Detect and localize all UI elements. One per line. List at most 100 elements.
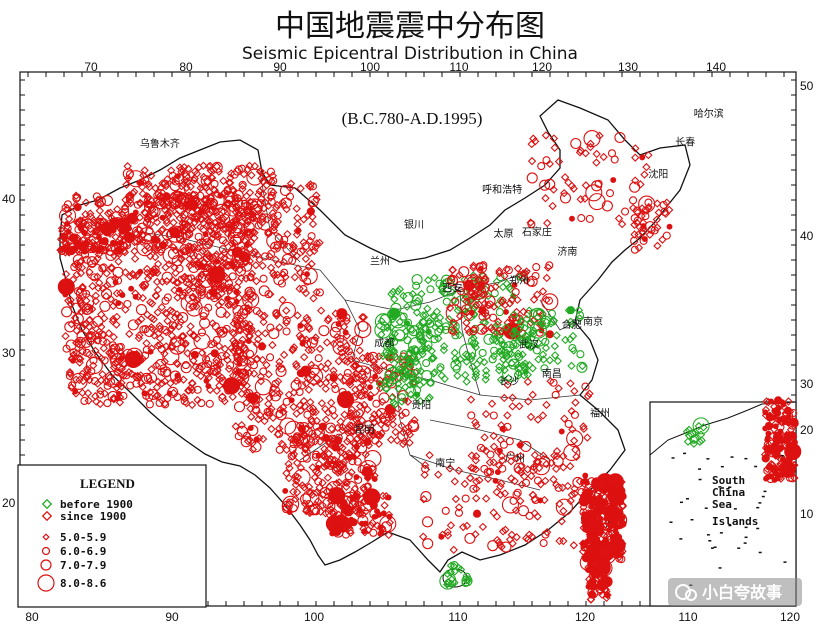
- epicenter-marker: [184, 242, 193, 251]
- epicenter-marker: [472, 360, 482, 369]
- epicenter-marker: [215, 375, 224, 384]
- city-label: 郑州: [509, 274, 529, 287]
- epicenter-marker: [72, 270, 82, 279]
- epicenter-marker: [583, 433, 592, 442]
- epicenter-marker: [234, 277, 243, 287]
- epicenter-marker: [95, 278, 104, 288]
- epicenter-marker: [230, 263, 237, 270]
- inset-label-line: Islands: [712, 515, 758, 528]
- city-label: 济南: [557, 245, 577, 258]
- epicenter-marker: [72, 348, 81, 358]
- epicenter-marker: [523, 377, 533, 386]
- epicenter-marker: [157, 245, 166, 254]
- epicenter-marker: [566, 496, 575, 506]
- epicenter-marker: [191, 362, 200, 372]
- epicenter-marker: [207, 262, 216, 271]
- epicenter-marker: [151, 252, 160, 262]
- epicenter-marker: [582, 472, 589, 479]
- epicenter-marker: [507, 358, 520, 370]
- city-label: 成都: [374, 337, 394, 349]
- island-mark: [730, 456, 734, 458]
- epicenter-marker: [367, 384, 373, 391]
- epicenter-marker: [585, 184, 603, 202]
- epicenter-marker: [292, 230, 302, 239]
- epicenter-marker: [545, 356, 555, 365]
- epicenter-marker: [421, 516, 434, 528]
- epicenter-marker: [570, 410, 579, 419]
- epicenter-marker: [152, 361, 161, 370]
- epicenter-marker: [229, 329, 239, 339]
- epicenter-marker: [228, 392, 237, 402]
- epicenter-marker: [307, 259, 316, 269]
- epicenter-marker: [292, 362, 301, 371]
- epicenter-marker: [95, 206, 105, 215]
- epicenter-marker: [66, 299, 76, 309]
- epicenter-marker: [302, 454, 311, 463]
- epicenter-marker: [211, 367, 220, 377]
- epicenter-marker: [321, 404, 330, 414]
- epicenter-marker: [186, 383, 195, 393]
- epicenter-marker: [109, 393, 118, 403]
- epicenter-marker: [423, 304, 432, 313]
- epicenter-marker: [81, 198, 91, 207]
- map-title-english: Seismic Epicentral Distribution in China: [242, 44, 578, 64]
- epicenter-marker: [130, 254, 140, 263]
- epicenter-marker: [348, 506, 354, 513]
- inset-bottom-tick-label: 120: [780, 610, 800, 624]
- epicenter-marker: [73, 287, 83, 296]
- epicenter-marker: [593, 536, 600, 542]
- epicenter-marker: [179, 331, 188, 341]
- epicenter-marker: [84, 396, 93, 405]
- epicenter-marker: [85, 350, 94, 359]
- epicenter-marker: [203, 177, 212, 186]
- island-mark: [719, 532, 723, 534]
- map-frame: [19, 71, 797, 607]
- epicenter-marker: [127, 319, 139, 331]
- epicenter-marker: [173, 293, 182, 302]
- epicenter-marker: [83, 304, 92, 314]
- city-label: 昆明: [354, 424, 374, 436]
- epicenter-marker: [101, 194, 114, 207]
- island-mark: [763, 490, 767, 493]
- island-mark: [754, 465, 758, 468]
- epicenter-marker: [138, 293, 147, 303]
- island-mark: [756, 506, 760, 509]
- epicenter-marker: [139, 325, 148, 334]
- epicenter-marker: [301, 254, 311, 264]
- epicenter-marker: [108, 317, 118, 326]
- epicenter-marker: [197, 261, 206, 270]
- epicenter-marker: [87, 304, 97, 314]
- epicenter-marker: [237, 232, 246, 241]
- epicenter-marker: [466, 395, 476, 404]
- epicenter-marker: [193, 395, 202, 405]
- epicenter-marker: [185, 261, 194, 270]
- epicenter-marker: [184, 285, 193, 295]
- epicenter-marker: [254, 378, 272, 396]
- epicenter-marker: [177, 332, 187, 341]
- epicenter-marker: [218, 392, 227, 401]
- epicenter-marker: [245, 188, 255, 197]
- epicenter-marker: [215, 381, 224, 390]
- island-mark: [737, 547, 741, 549]
- epicenter-marker: [89, 356, 98, 365]
- epicenter-marker: [91, 346, 100, 355]
- bottom-tick-label: 110: [448, 610, 467, 624]
- top-tick-label: 80: [179, 60, 193, 74]
- epicenter-marker: [75, 375, 84, 385]
- epicenter-marker: [212, 250, 221, 259]
- epicenter-marker: [234, 265, 247, 277]
- epicenter-marker: [147, 299, 157, 308]
- epicenter-marker: [72, 388, 79, 395]
- epicenter-marker: [78, 347, 87, 356]
- epicenter-marker: [210, 294, 219, 303]
- island-mark: [706, 458, 710, 460]
- epicenter-marker: [585, 515, 594, 524]
- epicenter-marker: [159, 214, 166, 221]
- epicenter-marker: [369, 501, 378, 510]
- epicenter-marker: [498, 282, 508, 292]
- epicenter-marker: [201, 238, 213, 250]
- epicenter-marker: [119, 292, 126, 299]
- epicenter-marker: [599, 152, 608, 162]
- epicenter-marker: [527, 156, 537, 166]
- epicenter-marker: [777, 471, 784, 478]
